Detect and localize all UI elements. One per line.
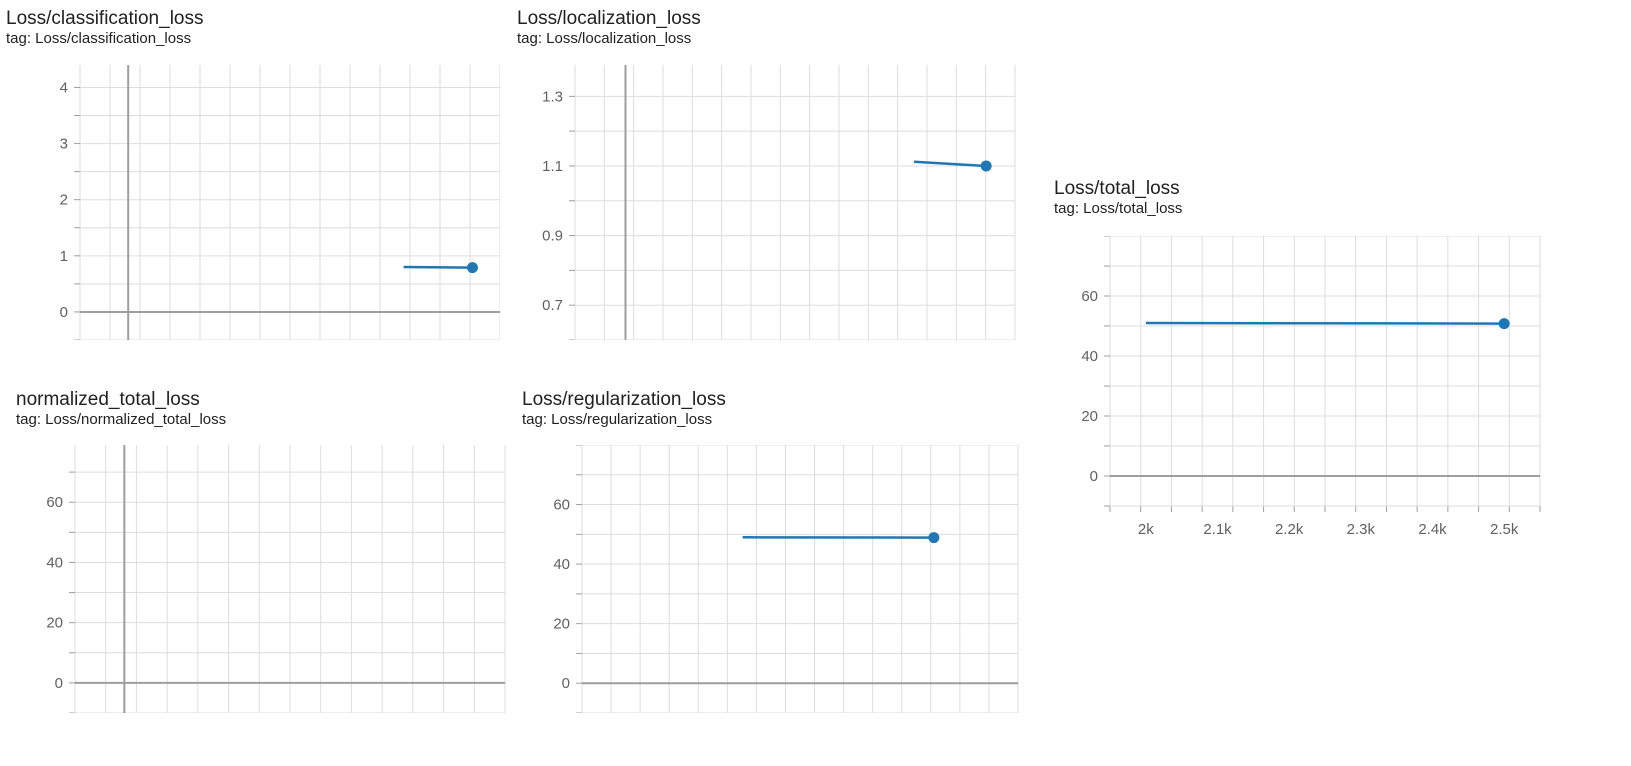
chart-tag: tag: Loss/total_loss	[1054, 200, 1183, 217]
y-tick-label: 4	[60, 79, 68, 96]
y-tick-label: 1.3	[542, 88, 563, 105]
y-tick-label: 60	[553, 497, 570, 514]
chart-card-normalized-total-loss: normalized_total_loss tag: Loss/normaliz…	[16, 389, 226, 429]
series-last-point	[1498, 318, 1510, 330]
x-tick-label: 2.2k	[1275, 521, 1304, 538]
plot-classification-loss: 0 1 2 3 4	[0, 65, 500, 340]
series-last-point	[466, 262, 478, 274]
y-tick-label: 20	[553, 616, 570, 633]
y-tick-label: 60	[46, 494, 63, 511]
plot-regularization-loss: 0 20 40 60	[505, 445, 1025, 713]
series-line	[403, 265, 473, 269]
y-tick-label: 0	[1090, 468, 1098, 485]
y-tick-label: 20	[46, 615, 63, 632]
x-tick-label: 2.3k	[1347, 521, 1376, 538]
grid	[69, 445, 506, 713]
chart-tag: tag: Loss/localization_loss	[517, 30, 692, 47]
plot-normalized-total-loss: 0 20 40 60	[0, 445, 510, 713]
series-last-point	[980, 160, 992, 172]
chart-svg: 0 20 40 60	[46, 445, 506, 713]
y-tick-label: 0	[60, 304, 68, 321]
chart-tag: tag: Loss/classification_loss	[6, 30, 192, 47]
y-tick-label: 1	[60, 248, 68, 265]
y-tick-label: 40	[46, 554, 63, 571]
y-tick-label: 40	[1081, 348, 1098, 365]
chart-tag: tag: Loss/normalized_total_loss	[16, 411, 227, 428]
chart-svg: 0 1 2 3 4	[60, 65, 500, 340]
x-tick-label: 2.1k	[1203, 521, 1232, 538]
chart-tag: tag: Loss/regularization_loss	[522, 411, 713, 428]
grid	[1104, 236, 1541, 512]
y-tick-label: 40	[553, 556, 570, 573]
y-tick-label: 60	[1081, 288, 1098, 305]
grid	[569, 65, 1016, 340]
chart-card-classification-loss: Loss/classification_loss tag: Loss/class…	[6, 8, 203, 48]
chart-card-localization-loss: Loss/localization_loss tag: Loss/localiz…	[517, 8, 701, 48]
y-tick-label: 0	[55, 675, 63, 692]
chart-svg: 0 20 40 60 2k 2.1k 2.2k 2.3k 2.4k 2.5k	[1081, 236, 1541, 538]
y-tick-label: 1.1	[542, 158, 563, 175]
y-tick-label: 3	[60, 136, 68, 153]
grid	[74, 65, 500, 340]
y-tick-label: 0.9	[542, 228, 563, 245]
plot-total-loss: 0 20 40 60 2k 2.1k 2.2k 2.3k 2.4k 2.5k	[1040, 236, 1550, 551]
chart-title: Loss/classification_loss	[6, 8, 204, 29]
x-tick-label: 2.5k	[1490, 521, 1519, 538]
chart-title: normalized_total_loss	[16, 389, 200, 410]
chart-card-regularization-loss: Loss/regularization_loss tag: Loss/regul…	[522, 389, 726, 429]
y-tick-label: 0	[562, 675, 570, 692]
chart-title: Loss/regularization_loss	[522, 389, 726, 410]
y-tick-label: 2	[60, 192, 68, 209]
x-tick-label: 2.4k	[1418, 521, 1447, 538]
grid	[576, 445, 1019, 713]
y-tick-label: 20	[1081, 408, 1098, 425]
series-line	[1145, 321, 1505, 325]
chart-title: Loss/total_loss	[1054, 178, 1180, 199]
chart-svg: 0 20 40 60	[553, 445, 1019, 713]
chart-title: Loss/localization_loss	[517, 8, 701, 29]
y-tick-label: 0.7	[542, 297, 563, 314]
series-line	[913, 160, 987, 168]
plot-localization-loss: 0.7 0.9 1.1 1.3	[505, 65, 1020, 340]
chart-card-total-loss: Loss/total_loss tag: Loss/total_loss	[1054, 178, 1182, 218]
chart-svg: 0.7 0.9 1.1 1.3	[542, 65, 1016, 340]
x-tick-label: 2k	[1138, 521, 1154, 538]
series-last-point	[928, 532, 940, 544]
